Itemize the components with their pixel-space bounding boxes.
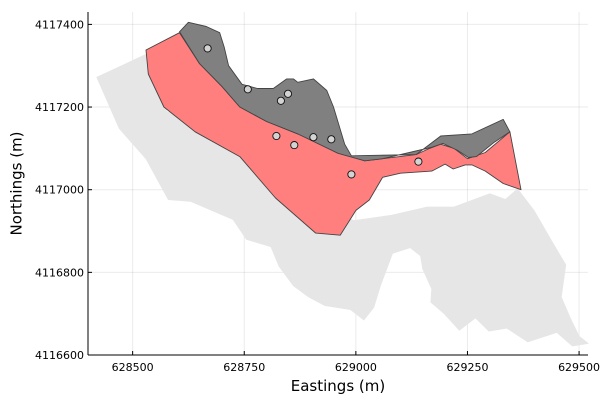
sample-point-1: [203, 44, 212, 53]
x-axis-label: Eastings (m): [291, 377, 385, 395]
sample-point-7: [309, 133, 318, 142]
sample-point-3: [276, 96, 285, 105]
x-tick-label: 628750: [223, 361, 265, 374]
sample-point-10: [414, 157, 423, 166]
sample-point-6: [290, 141, 299, 150]
sample-point-9: [347, 170, 356, 179]
area-polygon-1: [96, 38, 589, 347]
sample-point-8: [327, 135, 336, 144]
markers: [203, 44, 423, 179]
ticks: 628500 628750 629000 629250 629500 4116600 411…: [35, 18, 600, 374]
y-axis-label: Northings (m): [8, 131, 26, 235]
sample-point-5: [272, 131, 281, 141]
x-tick-label: 629250: [446, 361, 488, 374]
x-tick-label: 629500: [558, 361, 600, 374]
sample-point-2: [243, 85, 252, 94]
y-tick-label: 4117000: [35, 184, 84, 197]
x-tick-label: 629000: [335, 361, 377, 374]
axes: [87, 12, 588, 356]
x-tick-label: 628500: [112, 361, 154, 374]
y-tick-label: 4117200: [35, 101, 84, 114]
y-tick-label: 4116600: [35, 349, 84, 362]
y-tick-label: 4116800: [35, 266, 84, 279]
y-tick-label: 4117400: [35, 18, 84, 31]
sample-point-4: [283, 89, 293, 98]
